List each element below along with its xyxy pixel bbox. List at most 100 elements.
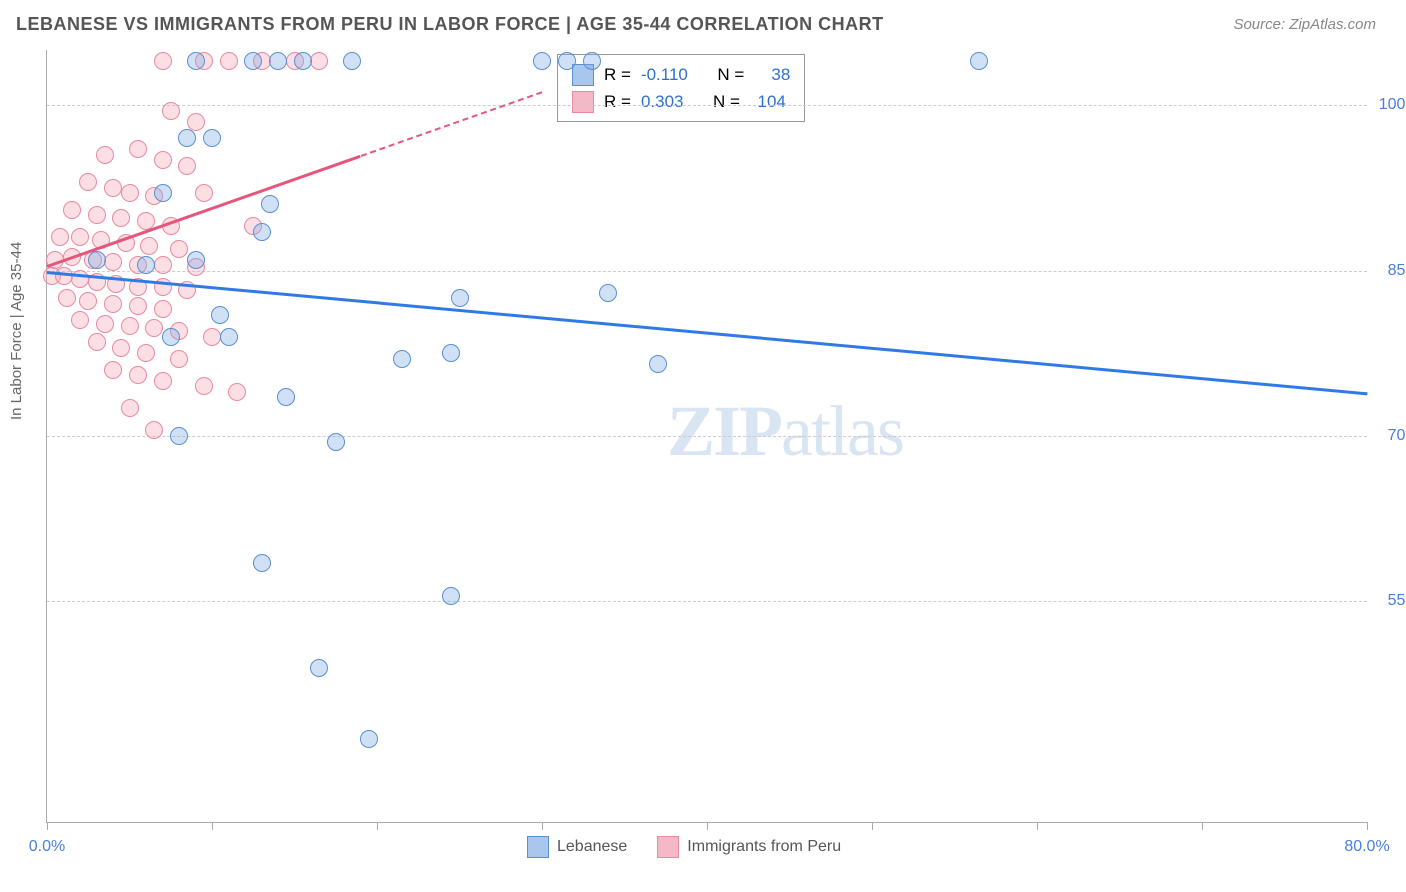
x-tick	[1202, 822, 1203, 830]
data-point	[58, 289, 76, 307]
data-point	[154, 184, 172, 202]
data-point	[203, 129, 221, 147]
y-tick-label: 55.0%	[1373, 592, 1406, 610]
data-point	[154, 151, 172, 169]
x-tick	[1367, 822, 1368, 830]
data-point	[228, 383, 246, 401]
gridline	[47, 271, 1367, 272]
data-point	[451, 289, 469, 307]
data-point	[170, 427, 188, 445]
data-point	[112, 339, 130, 357]
y-tick-label: 100.0%	[1373, 96, 1406, 114]
data-point	[327, 433, 345, 451]
data-point	[310, 659, 328, 677]
x-tick	[212, 822, 213, 830]
data-point	[129, 297, 147, 315]
n-value-lebanese: 38	[754, 61, 790, 88]
data-point	[121, 184, 139, 202]
data-point	[220, 328, 238, 346]
data-point	[970, 52, 988, 70]
data-point	[121, 317, 139, 335]
data-point	[137, 256, 155, 274]
y-tick-label: 85.0%	[1373, 262, 1406, 280]
data-point	[533, 52, 551, 70]
data-point	[51, 228, 69, 246]
chart-header: LEBANESE VS IMMIGRANTS FROM PERU IN LABO…	[0, 0, 1406, 43]
data-point	[88, 251, 106, 269]
data-point	[558, 52, 576, 70]
x-tick	[47, 822, 48, 830]
data-point	[104, 253, 122, 271]
data-point	[140, 237, 158, 255]
legend: Lebanese Immigrants from Peru	[527, 836, 841, 858]
data-point	[393, 350, 411, 368]
x-tick-label: 0.0%	[29, 838, 65, 856]
data-point	[195, 184, 213, 202]
data-point	[187, 113, 205, 131]
data-point	[112, 209, 130, 227]
data-point	[220, 52, 238, 70]
data-point	[442, 344, 460, 362]
data-point	[79, 173, 97, 191]
data-point	[104, 179, 122, 197]
stats-row-peru: R = 0.303 N = 104	[572, 88, 790, 115]
data-point	[63, 201, 81, 219]
data-point	[360, 730, 378, 748]
data-point	[211, 306, 229, 324]
data-point	[96, 146, 114, 164]
x-tick	[872, 822, 873, 830]
data-point	[154, 256, 172, 274]
scatter-plot-area: ZIPatlas R = -0.110 N = 38 R = 0.303 N =…	[46, 50, 1367, 823]
data-point	[244, 52, 262, 70]
data-point	[88, 333, 106, 351]
legend-item-lebanese: Lebanese	[527, 836, 627, 858]
data-point	[145, 319, 163, 337]
data-point	[137, 344, 155, 362]
chart-title: LEBANESE VS IMMIGRANTS FROM PERU IN LABO…	[16, 14, 884, 35]
data-point	[442, 587, 460, 605]
swatch-pink	[657, 836, 679, 858]
data-point	[154, 52, 172, 70]
data-point	[178, 129, 196, 147]
data-point	[599, 284, 617, 302]
data-point	[261, 195, 279, 213]
data-point	[162, 102, 180, 120]
swatch-pink	[572, 91, 594, 113]
x-tick	[1037, 822, 1038, 830]
data-point	[162, 328, 180, 346]
data-point	[96, 315, 114, 333]
data-point	[71, 228, 89, 246]
stats-row-lebanese: R = -0.110 N = 38	[572, 61, 790, 88]
x-tick	[377, 822, 378, 830]
data-point	[79, 292, 97, 310]
watermark: ZIPatlas	[667, 390, 903, 473]
data-point	[178, 157, 196, 175]
data-point	[129, 366, 147, 384]
legend-item-peru: Immigrants from Peru	[657, 836, 841, 858]
trend-line-extrapolated	[360, 91, 542, 157]
data-point	[88, 206, 106, 224]
r-value-peru: 0.303	[641, 88, 684, 115]
data-point	[583, 52, 601, 70]
data-point	[170, 350, 188, 368]
data-point	[649, 355, 667, 373]
gridline	[47, 105, 1367, 106]
r-value-lebanese: -0.110	[641, 61, 688, 88]
data-point	[277, 388, 295, 406]
data-point	[71, 311, 89, 329]
data-point	[145, 421, 163, 439]
x-tick	[542, 822, 543, 830]
data-point	[294, 52, 312, 70]
data-point	[129, 140, 147, 158]
data-point	[187, 251, 205, 269]
data-point	[154, 372, 172, 390]
data-point	[104, 295, 122, 313]
y-axis-label: In Labor Force | Age 35-44	[8, 242, 25, 420]
data-point	[104, 361, 122, 379]
n-value-peru: 104	[750, 88, 786, 115]
chart-source: Source: ZipAtlas.com	[1233, 16, 1376, 33]
gridline	[47, 601, 1367, 602]
data-point	[154, 300, 172, 318]
data-point	[343, 52, 361, 70]
data-point	[121, 399, 139, 417]
